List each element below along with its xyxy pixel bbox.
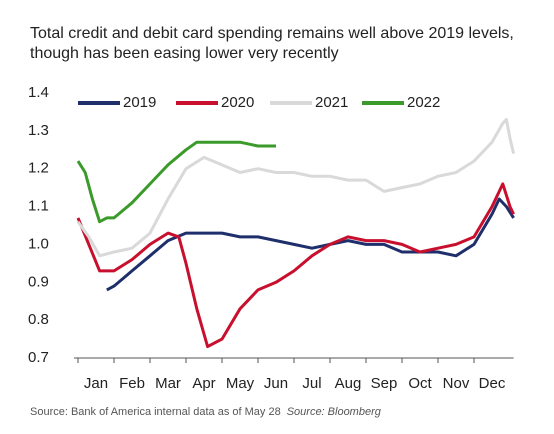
source: Source: Bank of America internal data as… bbox=[30, 406, 281, 418]
legend-label: 2020 bbox=[221, 94, 254, 111]
line-series bbox=[76, 182, 515, 349]
legend-label: 2019 bbox=[123, 94, 156, 111]
line-series bbox=[106, 197, 515, 292]
y-tick-label: 1.2 bbox=[28, 160, 49, 177]
legend-label: 2022 bbox=[407, 94, 440, 111]
y-tick-label: 0.7 bbox=[28, 349, 49, 366]
y-tick-label: 1.3 bbox=[28, 122, 49, 139]
chart-title: though has been easing lower very recent… bbox=[30, 45, 339, 62]
x-tick-label: May bbox=[226, 375, 255, 392]
y-tick-label: 0.8 bbox=[28, 311, 49, 328]
y-tick-label: 1.0 bbox=[28, 235, 49, 252]
x-tick-label: Feb bbox=[119, 375, 145, 392]
x-tick-label: Dec bbox=[479, 375, 506, 392]
x-tick-label: Nov bbox=[443, 375, 470, 392]
x-tick-label: Jun bbox=[264, 375, 288, 392]
x-tick-label: Jul bbox=[302, 375, 321, 392]
x-tick-label: Aug bbox=[335, 375, 362, 392]
x-tick-label: Jan bbox=[84, 375, 108, 392]
y-tick-label: 1.4 bbox=[28, 84, 49, 101]
line-series bbox=[76, 140, 276, 224]
legend-label: 2021 bbox=[315, 94, 348, 111]
line-series bbox=[76, 118, 516, 258]
source-note: Source: Bank of America internal data as… bbox=[30, 406, 382, 418]
x-tick-label: Mar bbox=[155, 375, 181, 392]
x-tick-label: Oct bbox=[408, 375, 432, 392]
source-credit: Source: Bloomberg bbox=[287, 406, 382, 418]
x-tick-label: Apr bbox=[192, 375, 215, 392]
x-tick-label: Sep bbox=[371, 375, 398, 392]
y-tick-label: 1.1 bbox=[28, 198, 49, 215]
chart-title: Total credit and debit card spending rem… bbox=[30, 25, 514, 42]
y-tick-label: 0.9 bbox=[28, 273, 49, 290]
